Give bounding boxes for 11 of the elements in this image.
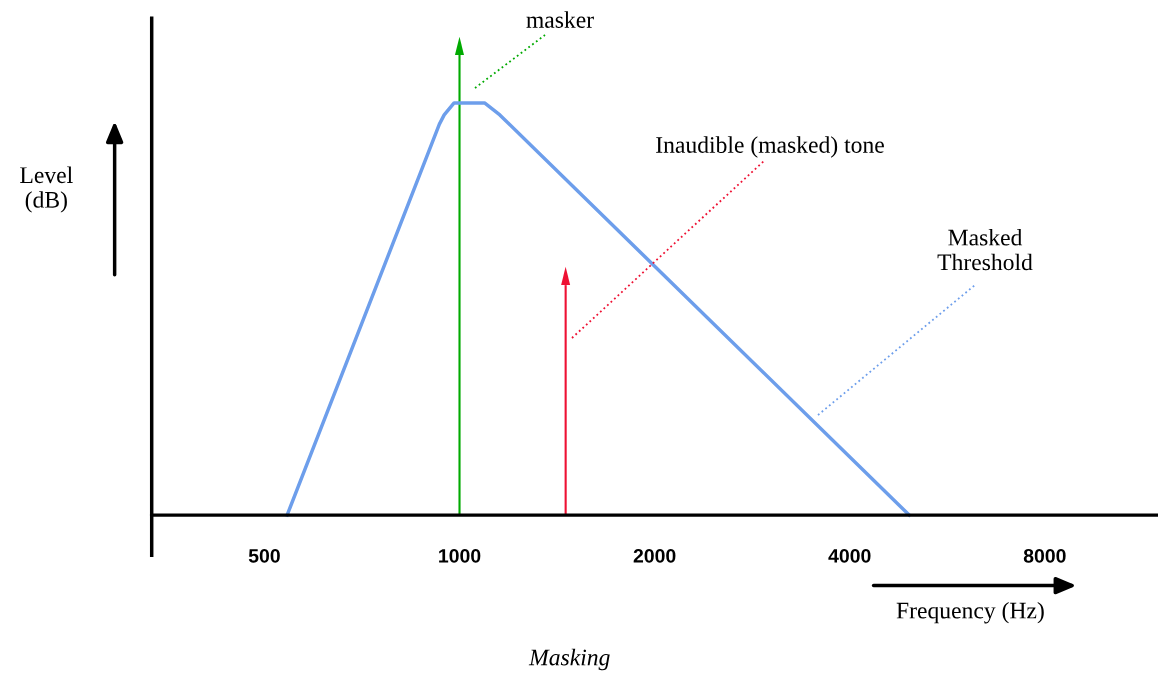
text: Masking	[528, 648, 610, 671]
text: masker	[526, 11, 594, 28]
x-tick-label: 4000	[828, 548, 871, 563]
x-tick-label: 8000	[1023, 548, 1066, 563]
x-tick-label: 2000	[633, 548, 676, 563]
annotation: Inaudible (masked) tone	[656, 136, 884, 158]
x-tick-label: 500	[248, 548, 280, 563]
y-axis-title: Level (dB)	[20, 166, 73, 213]
x-axis-title: Frequency (Hz)	[896, 601, 1044, 624]
annotation: Masked Threshold	[937, 228, 1033, 271]
x-tick-label: 1000	[439, 548, 481, 563]
